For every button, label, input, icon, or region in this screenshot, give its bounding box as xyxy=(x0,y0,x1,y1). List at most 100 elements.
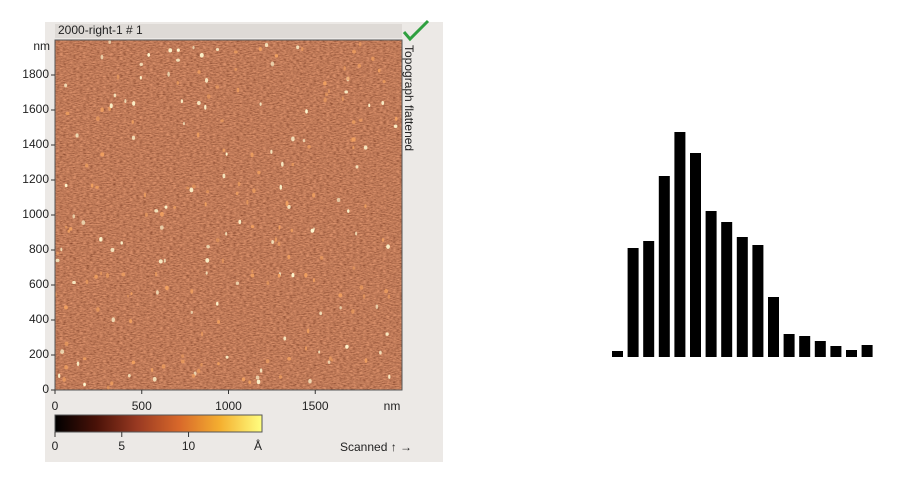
particle xyxy=(60,247,63,252)
particle xyxy=(189,187,194,193)
particle xyxy=(106,385,110,390)
particle xyxy=(287,356,292,361)
particle xyxy=(283,336,287,341)
particle xyxy=(121,272,126,277)
particle xyxy=(352,145,355,150)
particle xyxy=(384,288,389,294)
particle xyxy=(197,70,201,74)
x-tick-label: 0 xyxy=(52,399,59,413)
particle xyxy=(274,237,278,242)
particle xyxy=(130,292,133,296)
particle xyxy=(343,65,346,71)
particle xyxy=(154,272,158,277)
particle xyxy=(83,382,86,387)
particle xyxy=(196,368,201,374)
particle xyxy=(217,320,221,324)
histogram xyxy=(612,132,873,357)
particle xyxy=(259,102,262,106)
particle xyxy=(265,358,270,364)
particle xyxy=(256,379,261,385)
particle xyxy=(100,271,103,276)
y-tick-label: 600 xyxy=(29,277,49,291)
particle xyxy=(319,311,323,316)
particle xyxy=(99,236,103,242)
particle xyxy=(192,45,195,50)
particle xyxy=(90,183,94,188)
particle xyxy=(147,53,151,57)
particle xyxy=(352,49,356,54)
particle xyxy=(96,307,100,312)
particle xyxy=(359,285,364,290)
particle xyxy=(355,231,358,236)
particle xyxy=(251,269,254,273)
particle xyxy=(215,85,220,89)
particle xyxy=(379,350,382,355)
bar xyxy=(814,341,826,357)
particle xyxy=(233,50,238,54)
particle xyxy=(154,209,159,213)
particle xyxy=(327,89,331,94)
particle xyxy=(336,197,341,203)
particle xyxy=(358,118,363,122)
colorbar-tick-label: 10 xyxy=(182,439,196,453)
particle xyxy=(222,173,226,179)
particle xyxy=(76,361,80,367)
particle xyxy=(168,48,173,53)
particle xyxy=(116,74,120,80)
colorbar-tick-label: 5 xyxy=(118,439,125,453)
particle xyxy=(216,301,219,306)
particle xyxy=(215,47,220,52)
particle xyxy=(368,103,371,108)
particle xyxy=(290,228,294,233)
particle xyxy=(197,101,201,105)
particle xyxy=(205,258,210,263)
x-tick-label: 1000 xyxy=(215,399,242,413)
bar xyxy=(736,237,748,357)
particle xyxy=(338,293,343,298)
particle xyxy=(250,225,255,229)
particle xyxy=(287,204,291,209)
particle xyxy=(191,374,196,378)
particle xyxy=(190,310,193,314)
particle xyxy=(318,350,321,354)
particle xyxy=(324,92,329,96)
particle xyxy=(150,368,154,373)
particle xyxy=(156,290,159,295)
particle xyxy=(167,71,170,77)
particle xyxy=(364,204,367,209)
particle xyxy=(304,346,308,351)
bar xyxy=(690,153,701,357)
colorbar-unit: Å xyxy=(254,438,262,453)
particle xyxy=(234,67,238,71)
particle xyxy=(176,48,180,52)
particle xyxy=(246,199,249,205)
scan-label: Scanned ↑ → xyxy=(340,440,412,454)
particle xyxy=(277,273,281,278)
particle xyxy=(64,83,68,88)
particle xyxy=(235,281,240,286)
check-icon xyxy=(402,19,430,42)
particle xyxy=(301,47,304,52)
bar xyxy=(721,222,733,357)
particle xyxy=(285,200,289,206)
particle xyxy=(377,68,381,73)
image-texture xyxy=(55,40,402,390)
particle xyxy=(393,124,398,129)
particle xyxy=(204,77,209,83)
particle xyxy=(108,40,112,44)
particle xyxy=(65,111,70,116)
y-tick-label: 1600 xyxy=(22,102,49,116)
particle xyxy=(110,381,114,386)
side-label: Topograph flattened xyxy=(402,45,416,151)
particle xyxy=(312,227,316,231)
title-bar xyxy=(55,24,402,38)
particle xyxy=(381,101,385,106)
bar xyxy=(627,248,639,357)
particle xyxy=(109,103,113,109)
particle xyxy=(312,278,315,283)
particle xyxy=(394,116,398,121)
particle xyxy=(200,331,204,337)
particle xyxy=(296,45,300,50)
particle xyxy=(281,161,284,167)
